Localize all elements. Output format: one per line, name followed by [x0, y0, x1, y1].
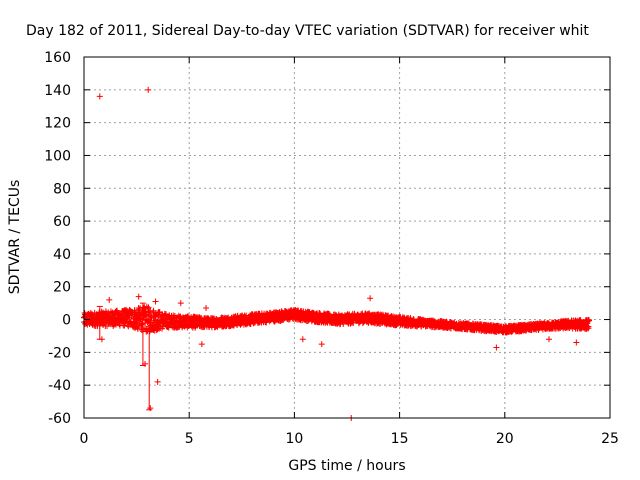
y-tick-label: 160	[44, 50, 71, 66]
plot-frame	[83, 56, 611, 419]
y-tick-label: 20	[53, 280, 71, 296]
data-point	[585, 325, 592, 332]
y-tick-label: -20	[48, 345, 71, 361]
outlier-point	[545, 336, 552, 343]
data-point	[126, 314, 133, 321]
y-tick-label: 100	[44, 148, 71, 164]
outlier-point	[177, 300, 184, 307]
y-tick-label: 80	[53, 181, 71, 197]
chart-title: Day 182 of 2011, Sidereal Day-to-day VTE…	[26, 23, 589, 39]
outlier-point	[135, 293, 142, 300]
y-tick-label: -40	[48, 378, 71, 394]
x-tick-label: 15	[391, 431, 409, 447]
outlier-point	[142, 360, 149, 367]
x-tick-label: 10	[285, 431, 303, 447]
x-axis-label: GPS time / hours	[288, 458, 405, 474]
x-tick-label: 25	[601, 431, 619, 447]
data-point	[136, 306, 143, 313]
y-tick-label: 120	[44, 116, 71, 132]
y-tick-label: 140	[44, 83, 71, 99]
data-points	[81, 86, 592, 421]
outlier-point	[203, 305, 210, 312]
y-tick-label: -60	[48, 411, 71, 427]
x-tick-label: 20	[496, 431, 514, 447]
outlier-point	[106, 296, 113, 303]
tick-labels: 0 5 10 15 20 25 -60 -40 -20 0 20 40 60 80 100 120 140 160	[44, 50, 619, 447]
outlier-point	[96, 93, 103, 100]
outlier-point	[98, 336, 105, 343]
y-tick-label: 60	[53, 214, 71, 230]
axis-ticks	[83, 56, 611, 419]
outlier-point	[573, 339, 580, 346]
x-tick-label: 0	[80, 431, 89, 447]
x-tick-label: 5	[185, 431, 194, 447]
y-axis-label: SDTVAR / TECUs	[7, 180, 23, 295]
y-tick-label: 0	[62, 313, 71, 329]
outlier-point	[318, 341, 325, 348]
outlier-point	[147, 405, 154, 412]
outlier-point	[154, 378, 161, 385]
outlier-point	[145, 86, 152, 93]
outlier-point	[299, 336, 306, 343]
data-point	[585, 316, 592, 323]
grid-lines	[84, 57, 610, 418]
y-tick-label: 40	[53, 247, 71, 263]
outlier-point	[198, 341, 205, 348]
outlier-point	[152, 298, 159, 305]
outlier-point	[367, 295, 374, 302]
data-point	[134, 325, 141, 332]
outlier-point	[493, 344, 500, 351]
